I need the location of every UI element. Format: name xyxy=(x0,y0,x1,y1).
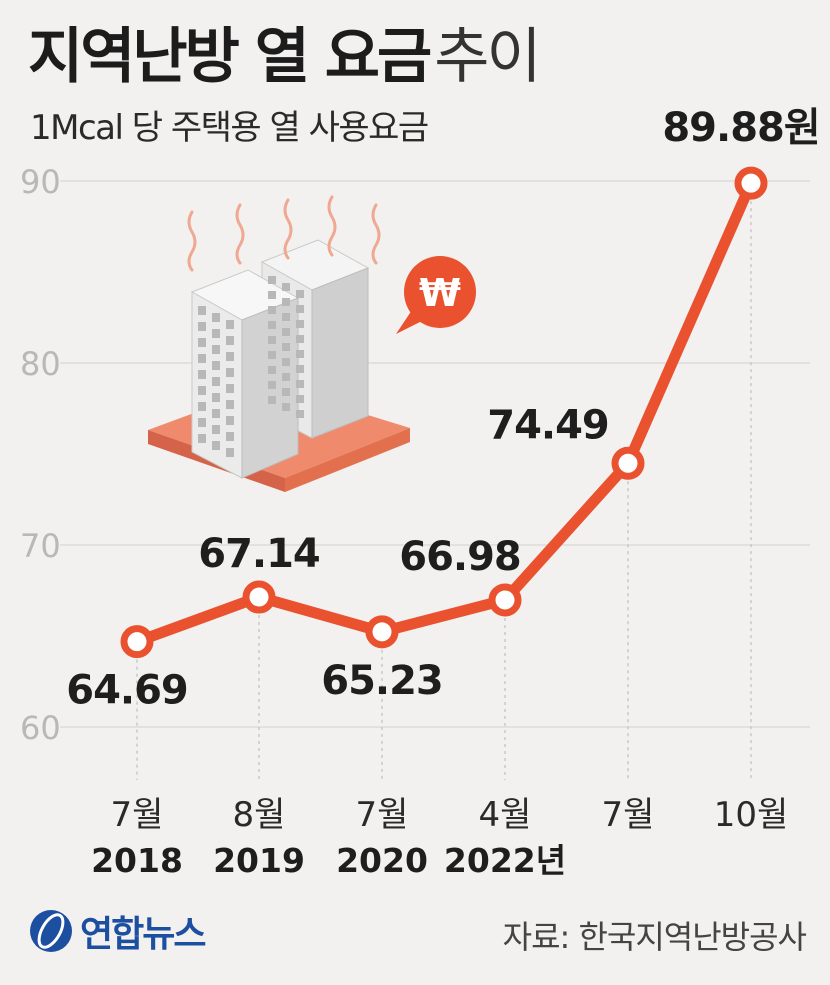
title-main: 지역난방 열 요금 xyxy=(28,22,432,92)
window xyxy=(198,370,206,379)
data-point xyxy=(734,166,768,200)
title-light: 추이 xyxy=(434,22,541,92)
x-tick-year: 2018 xyxy=(91,841,183,880)
data-label: 66.98 xyxy=(399,534,521,580)
window xyxy=(212,409,220,418)
window xyxy=(198,434,206,443)
window xyxy=(268,381,276,389)
window xyxy=(268,321,276,329)
x-tick-month: 10월 xyxy=(714,795,789,835)
window xyxy=(198,354,206,363)
x-tick-month: 8월 xyxy=(233,795,286,835)
window xyxy=(212,441,220,450)
window xyxy=(296,365,304,373)
grid: 60 70 80 90 7월 2018 8월 2019 7월 2020 4월 2022년 7월 10월 xyxy=(20,163,810,880)
y-tick-label: 70 xyxy=(20,527,61,565)
data-label: 67.14 xyxy=(198,531,320,577)
window xyxy=(198,338,206,347)
window xyxy=(268,291,276,299)
window xyxy=(198,418,206,427)
window xyxy=(198,322,206,331)
series-layer xyxy=(120,166,768,659)
window xyxy=(268,396,276,404)
window xyxy=(282,343,290,351)
window xyxy=(282,298,290,306)
x-tick-month: 7월 xyxy=(356,795,409,835)
window xyxy=(282,373,290,381)
window xyxy=(198,402,206,411)
data-label: 64.69 xyxy=(66,668,188,714)
window xyxy=(212,393,220,402)
source-note: 자료: 한국지역난방공사 xyxy=(502,918,807,956)
data-point xyxy=(611,446,645,480)
window xyxy=(282,358,290,366)
window xyxy=(212,377,220,386)
y-tick-label: 90 xyxy=(20,163,61,201)
x-tick-year: 2019 xyxy=(213,841,305,880)
window xyxy=(198,306,206,315)
window xyxy=(226,448,234,457)
data-label: 89.88원 xyxy=(662,105,819,151)
window xyxy=(226,368,234,377)
svg-text:₩: ₩ xyxy=(419,271,461,315)
window xyxy=(226,416,234,425)
window xyxy=(226,432,234,441)
x-tick-month: 7월 xyxy=(602,795,655,835)
window xyxy=(296,335,304,343)
window xyxy=(296,380,304,388)
window xyxy=(226,352,234,361)
window xyxy=(198,386,206,395)
label-layer: 64.69 67.14 65.23 66.98 74.49 89.88원 xyxy=(66,105,820,714)
window xyxy=(226,336,234,345)
window xyxy=(296,320,304,328)
chart-title: 지역난방 열 요금 추이 xyxy=(28,8,542,95)
data-point xyxy=(365,615,399,649)
window xyxy=(282,283,290,291)
window xyxy=(296,410,304,418)
heating-buildings-icon: ₩ xyxy=(148,195,476,492)
window xyxy=(268,351,276,359)
yonhap-logo: 연합뉴스 xyxy=(28,905,206,957)
window xyxy=(226,400,234,409)
window xyxy=(268,336,276,344)
line-chart: 60 70 80 90 7월 2018 8월 2019 7월 2020 4월 2022년 7월 10월 ₩ xyxy=(20,105,821,880)
window xyxy=(282,328,290,336)
window xyxy=(296,290,304,298)
x-tick-month: 4월 xyxy=(479,795,532,835)
window xyxy=(268,276,276,284)
data-point xyxy=(120,625,154,659)
won-bubble-icon: ₩ xyxy=(396,256,476,334)
chart-subtitle: 1Mcal 당 주택용 열 사용요금 xyxy=(30,108,429,148)
window xyxy=(212,313,220,322)
x-tick-year: 2022년 xyxy=(444,841,566,880)
window xyxy=(268,306,276,314)
window xyxy=(282,313,290,321)
window xyxy=(268,366,276,374)
window xyxy=(296,395,304,403)
data-point xyxy=(488,583,522,617)
window xyxy=(226,320,234,329)
window xyxy=(212,329,220,338)
logo-text: 연합뉴스 xyxy=(80,914,206,955)
y-tick-label: 80 xyxy=(20,345,61,383)
yonhap-logo-icon xyxy=(30,910,72,952)
window xyxy=(212,345,220,354)
window xyxy=(296,350,304,358)
y-tick-label: 60 xyxy=(20,709,61,747)
window xyxy=(212,361,220,370)
window xyxy=(212,425,220,434)
data-point xyxy=(242,580,276,614)
x-tick-year: 2020 xyxy=(336,841,428,880)
window xyxy=(282,403,290,411)
data-label: 65.23 xyxy=(321,658,443,704)
data-label: 74.49 xyxy=(487,402,609,448)
x-tick-month: 7월 xyxy=(111,795,164,835)
window xyxy=(282,388,290,396)
window xyxy=(226,384,234,393)
series-line xyxy=(131,177,757,648)
window xyxy=(296,305,304,313)
